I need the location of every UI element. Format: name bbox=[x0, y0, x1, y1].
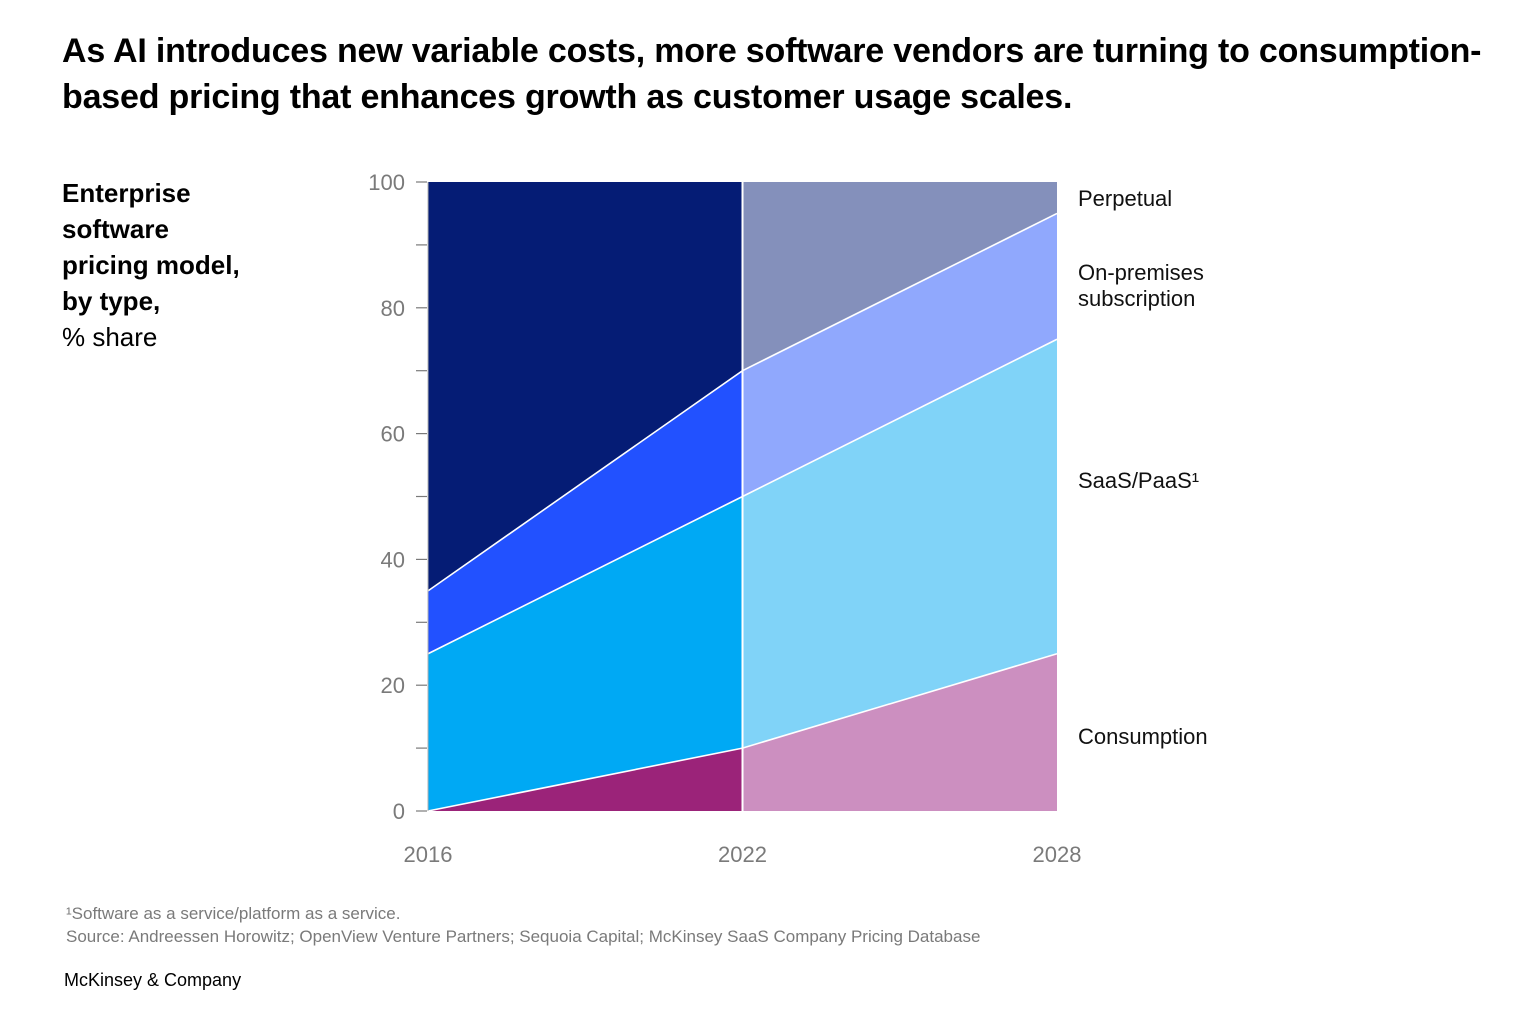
series-label-line: subscription bbox=[1078, 286, 1195, 311]
y-tick-label: 0 bbox=[393, 799, 405, 824]
footnotes: ¹Software as a service/platform as a ser… bbox=[66, 902, 980, 948]
y-tick-label: 40 bbox=[381, 547, 405, 572]
area-perpetual-historical bbox=[428, 182, 743, 591]
series-label-perpetual: Perpetual bbox=[1078, 186, 1172, 211]
area-saas-paas-historical bbox=[428, 496, 743, 811]
series-label-saas-paas: SaaS/PaaS¹ bbox=[1078, 468, 1199, 493]
series-label-consumption: Consumption bbox=[1078, 724, 1208, 749]
chart-subtitle: Enterprise software pricing model, by ty… bbox=[62, 175, 302, 355]
subtitle-line: pricing model, bbox=[62, 250, 240, 280]
subtitle-line: software bbox=[62, 214, 169, 244]
area-perpetual-projected bbox=[742, 182, 1057, 371]
chart-areas bbox=[427, 182, 1058, 812]
series-label-line: SaaS/PaaS¹ bbox=[1078, 468, 1199, 493]
series-labels: Perpetual On-premises subscription SaaS/Paa… bbox=[1078, 186, 1208, 749]
x-tick-label: 2016 bbox=[404, 842, 453, 867]
series-label-line: On-premises bbox=[1078, 260, 1204, 285]
subtitle-unit: % share bbox=[62, 322, 158, 352]
area-on-premises-subscription-historical bbox=[428, 370, 743, 654]
area-saas-paas-projected bbox=[742, 339, 1057, 749]
x-axis: 2016 2022 2028 bbox=[404, 842, 1082, 867]
y-tick-label: 100 bbox=[368, 170, 405, 195]
x-tick-label: 2028 bbox=[1033, 842, 1082, 867]
x-tick-label: 2022 bbox=[718, 842, 767, 867]
footnote-source: Source: Andreessen Horowitz; OpenView Ve… bbox=[66, 927, 981, 946]
footnote-definition: ¹Software as a service/platform as a ser… bbox=[66, 904, 401, 923]
area-on-premises-subscription-projected bbox=[742, 213, 1057, 497]
brand-logo-text: McKinsey & Company bbox=[64, 970, 242, 990]
y-tick-label: 20 bbox=[381, 673, 405, 698]
chart-title: As AI introduces new variable costs, mor… bbox=[62, 32, 1482, 116]
series-label-on-premises-subscription: On-premises subscription bbox=[1078, 260, 1204, 311]
area-consumption-projected bbox=[742, 653, 1057, 811]
y-tick-label: 80 bbox=[381, 296, 405, 321]
y-tick-label: 60 bbox=[381, 422, 405, 447]
y-axis: 0 20 40 60 80 100 bbox=[368, 170, 429, 824]
subtitle-line: by type, bbox=[62, 286, 161, 316]
subtitle-line: Enterprise bbox=[62, 178, 191, 208]
series-label-line: Perpetual bbox=[1078, 186, 1172, 211]
series-label-line: Consumption bbox=[1078, 724, 1208, 749]
